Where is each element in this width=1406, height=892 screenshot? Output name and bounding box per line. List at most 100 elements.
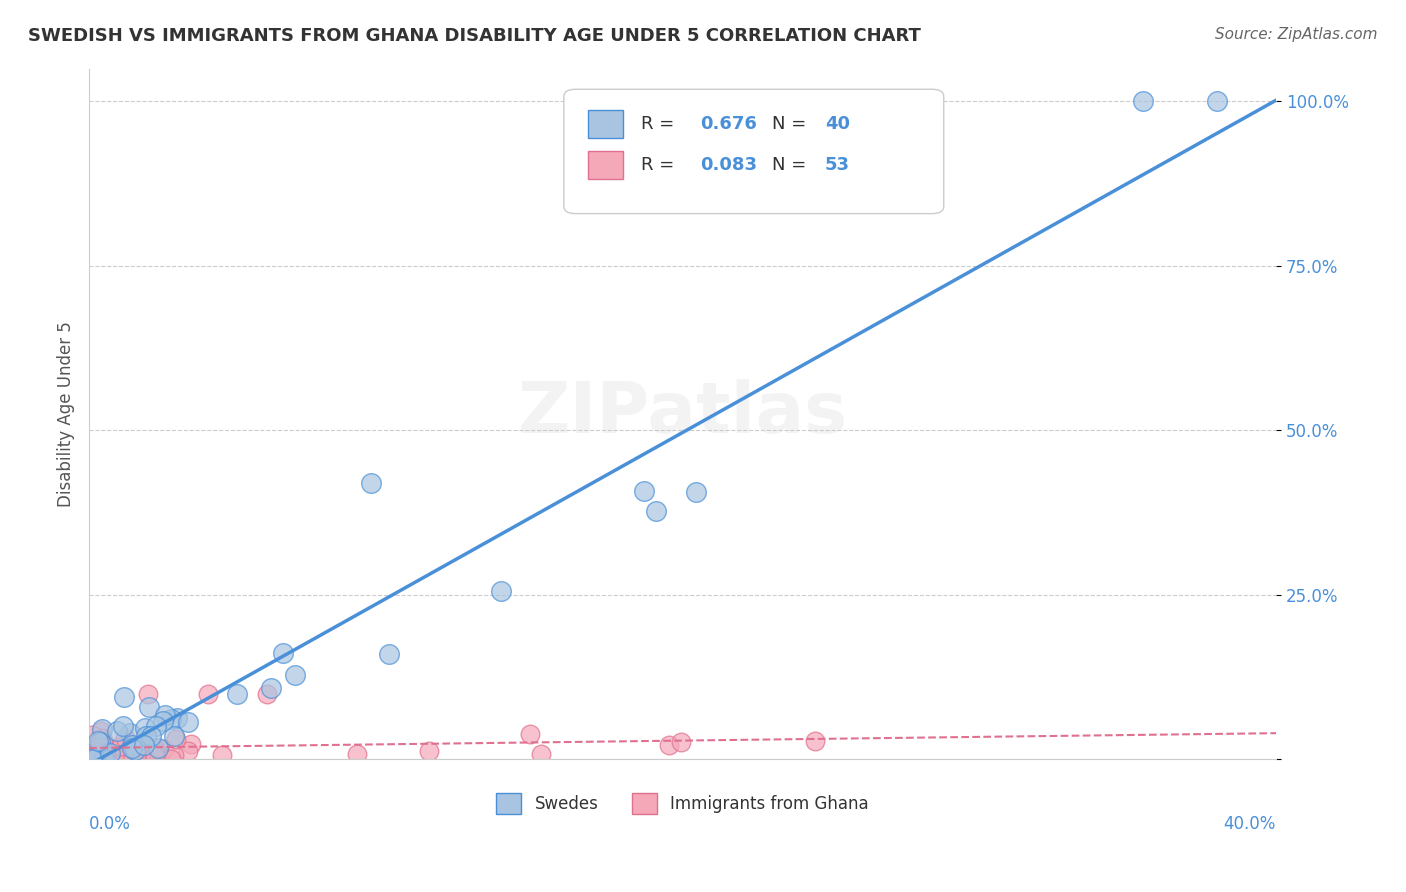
Point: [134, 738, 156, 752]
Point: [134, 722, 156, 736]
Point: [519, 727, 541, 741]
Point: [260, 681, 283, 696]
Point: [145, 749, 167, 764]
Point: [83, 752, 105, 766]
Point: [111, 719, 134, 733]
Point: [143, 749, 166, 764]
Point: [82, 728, 104, 742]
Point: [138, 687, 160, 701]
Point: [108, 749, 131, 764]
Point: [418, 744, 440, 758]
Point: [110, 746, 132, 760]
Text: N =: N =: [772, 156, 811, 174]
Point: [112, 690, 135, 704]
Point: [163, 729, 186, 743]
Point: [87, 745, 110, 759]
Point: [98, 746, 121, 760]
Point: [91, 750, 114, 764]
FancyBboxPatch shape: [564, 89, 943, 213]
Point: [226, 687, 249, 701]
Point: [121, 740, 143, 755]
Point: [91, 734, 114, 748]
Point: [256, 687, 278, 701]
Point: [131, 747, 153, 761]
Text: 0.0%: 0.0%: [89, 814, 131, 833]
Point: [118, 726, 141, 740]
Point: [93, 752, 115, 766]
Point: [146, 747, 169, 761]
Text: 0.083: 0.083: [700, 156, 758, 174]
Point: [124, 742, 146, 756]
Point: [83, 751, 105, 765]
Point: [108, 748, 131, 763]
Point: [152, 714, 174, 728]
Point: [96, 751, 118, 765]
Point: [80, 744, 103, 758]
Point: [180, 737, 202, 751]
Point: [117, 736, 139, 750]
Point: [125, 748, 148, 763]
Point: [153, 741, 176, 756]
Point: [91, 722, 114, 736]
Point: [114, 731, 136, 745]
Point: [139, 742, 162, 756]
Point: [177, 743, 200, 757]
Point: [669, 735, 692, 749]
Text: Source: ZipAtlas.com: Source: ZipAtlas.com: [1215, 27, 1378, 42]
Point: [160, 712, 183, 726]
Point: [80, 742, 103, 756]
Point: [98, 745, 121, 759]
Point: [153, 707, 176, 722]
Point: [284, 668, 307, 682]
Point: [271, 646, 294, 660]
Point: [90, 723, 112, 738]
Y-axis label: Disability Age Under 5: Disability Age Under 5: [58, 321, 75, 507]
Point: [162, 747, 184, 762]
Point: [110, 739, 132, 753]
Point: [94, 745, 117, 759]
Point: [166, 711, 188, 725]
Point: [141, 730, 163, 744]
Point: [633, 484, 655, 499]
Point: [197, 687, 219, 701]
Point: [132, 738, 155, 752]
Text: R =: R =: [641, 115, 681, 133]
Point: [94, 752, 117, 766]
Point: [1132, 95, 1154, 109]
Text: 0.676: 0.676: [700, 115, 758, 133]
Point: [87, 740, 110, 755]
Point: [804, 734, 827, 748]
Point: [145, 719, 167, 733]
Point: [114, 740, 136, 755]
Point: [165, 731, 187, 746]
Point: [122, 751, 145, 765]
Point: [122, 743, 145, 757]
Point: [87, 734, 110, 748]
Point: [177, 714, 200, 729]
Legend: Swedes, Immigrants from Ghana: Swedes, Immigrants from Ghana: [489, 787, 876, 821]
Point: [89, 734, 111, 748]
Point: [80, 752, 103, 766]
FancyBboxPatch shape: [588, 152, 623, 179]
Point: [211, 748, 233, 763]
Point: [125, 752, 148, 766]
Point: [530, 747, 553, 762]
Point: [685, 485, 707, 500]
Point: [360, 476, 382, 491]
Point: [128, 750, 150, 764]
Point: [1205, 95, 1227, 109]
Point: [143, 741, 166, 756]
FancyBboxPatch shape: [588, 110, 623, 137]
Point: [105, 740, 128, 755]
Point: [91, 731, 114, 745]
Point: [644, 503, 666, 517]
Point: [378, 648, 401, 662]
Point: [138, 700, 160, 714]
Text: 53: 53: [825, 156, 851, 174]
Text: SWEDISH VS IMMIGRANTS FROM GHANA DISABILITY AGE UNDER 5 CORRELATION CHART: SWEDISH VS IMMIGRANTS FROM GHANA DISABIL…: [28, 27, 921, 45]
Point: [658, 738, 681, 752]
Text: R =: R =: [641, 156, 681, 174]
Text: N =: N =: [772, 115, 811, 133]
Point: [146, 740, 169, 755]
Point: [121, 738, 143, 752]
